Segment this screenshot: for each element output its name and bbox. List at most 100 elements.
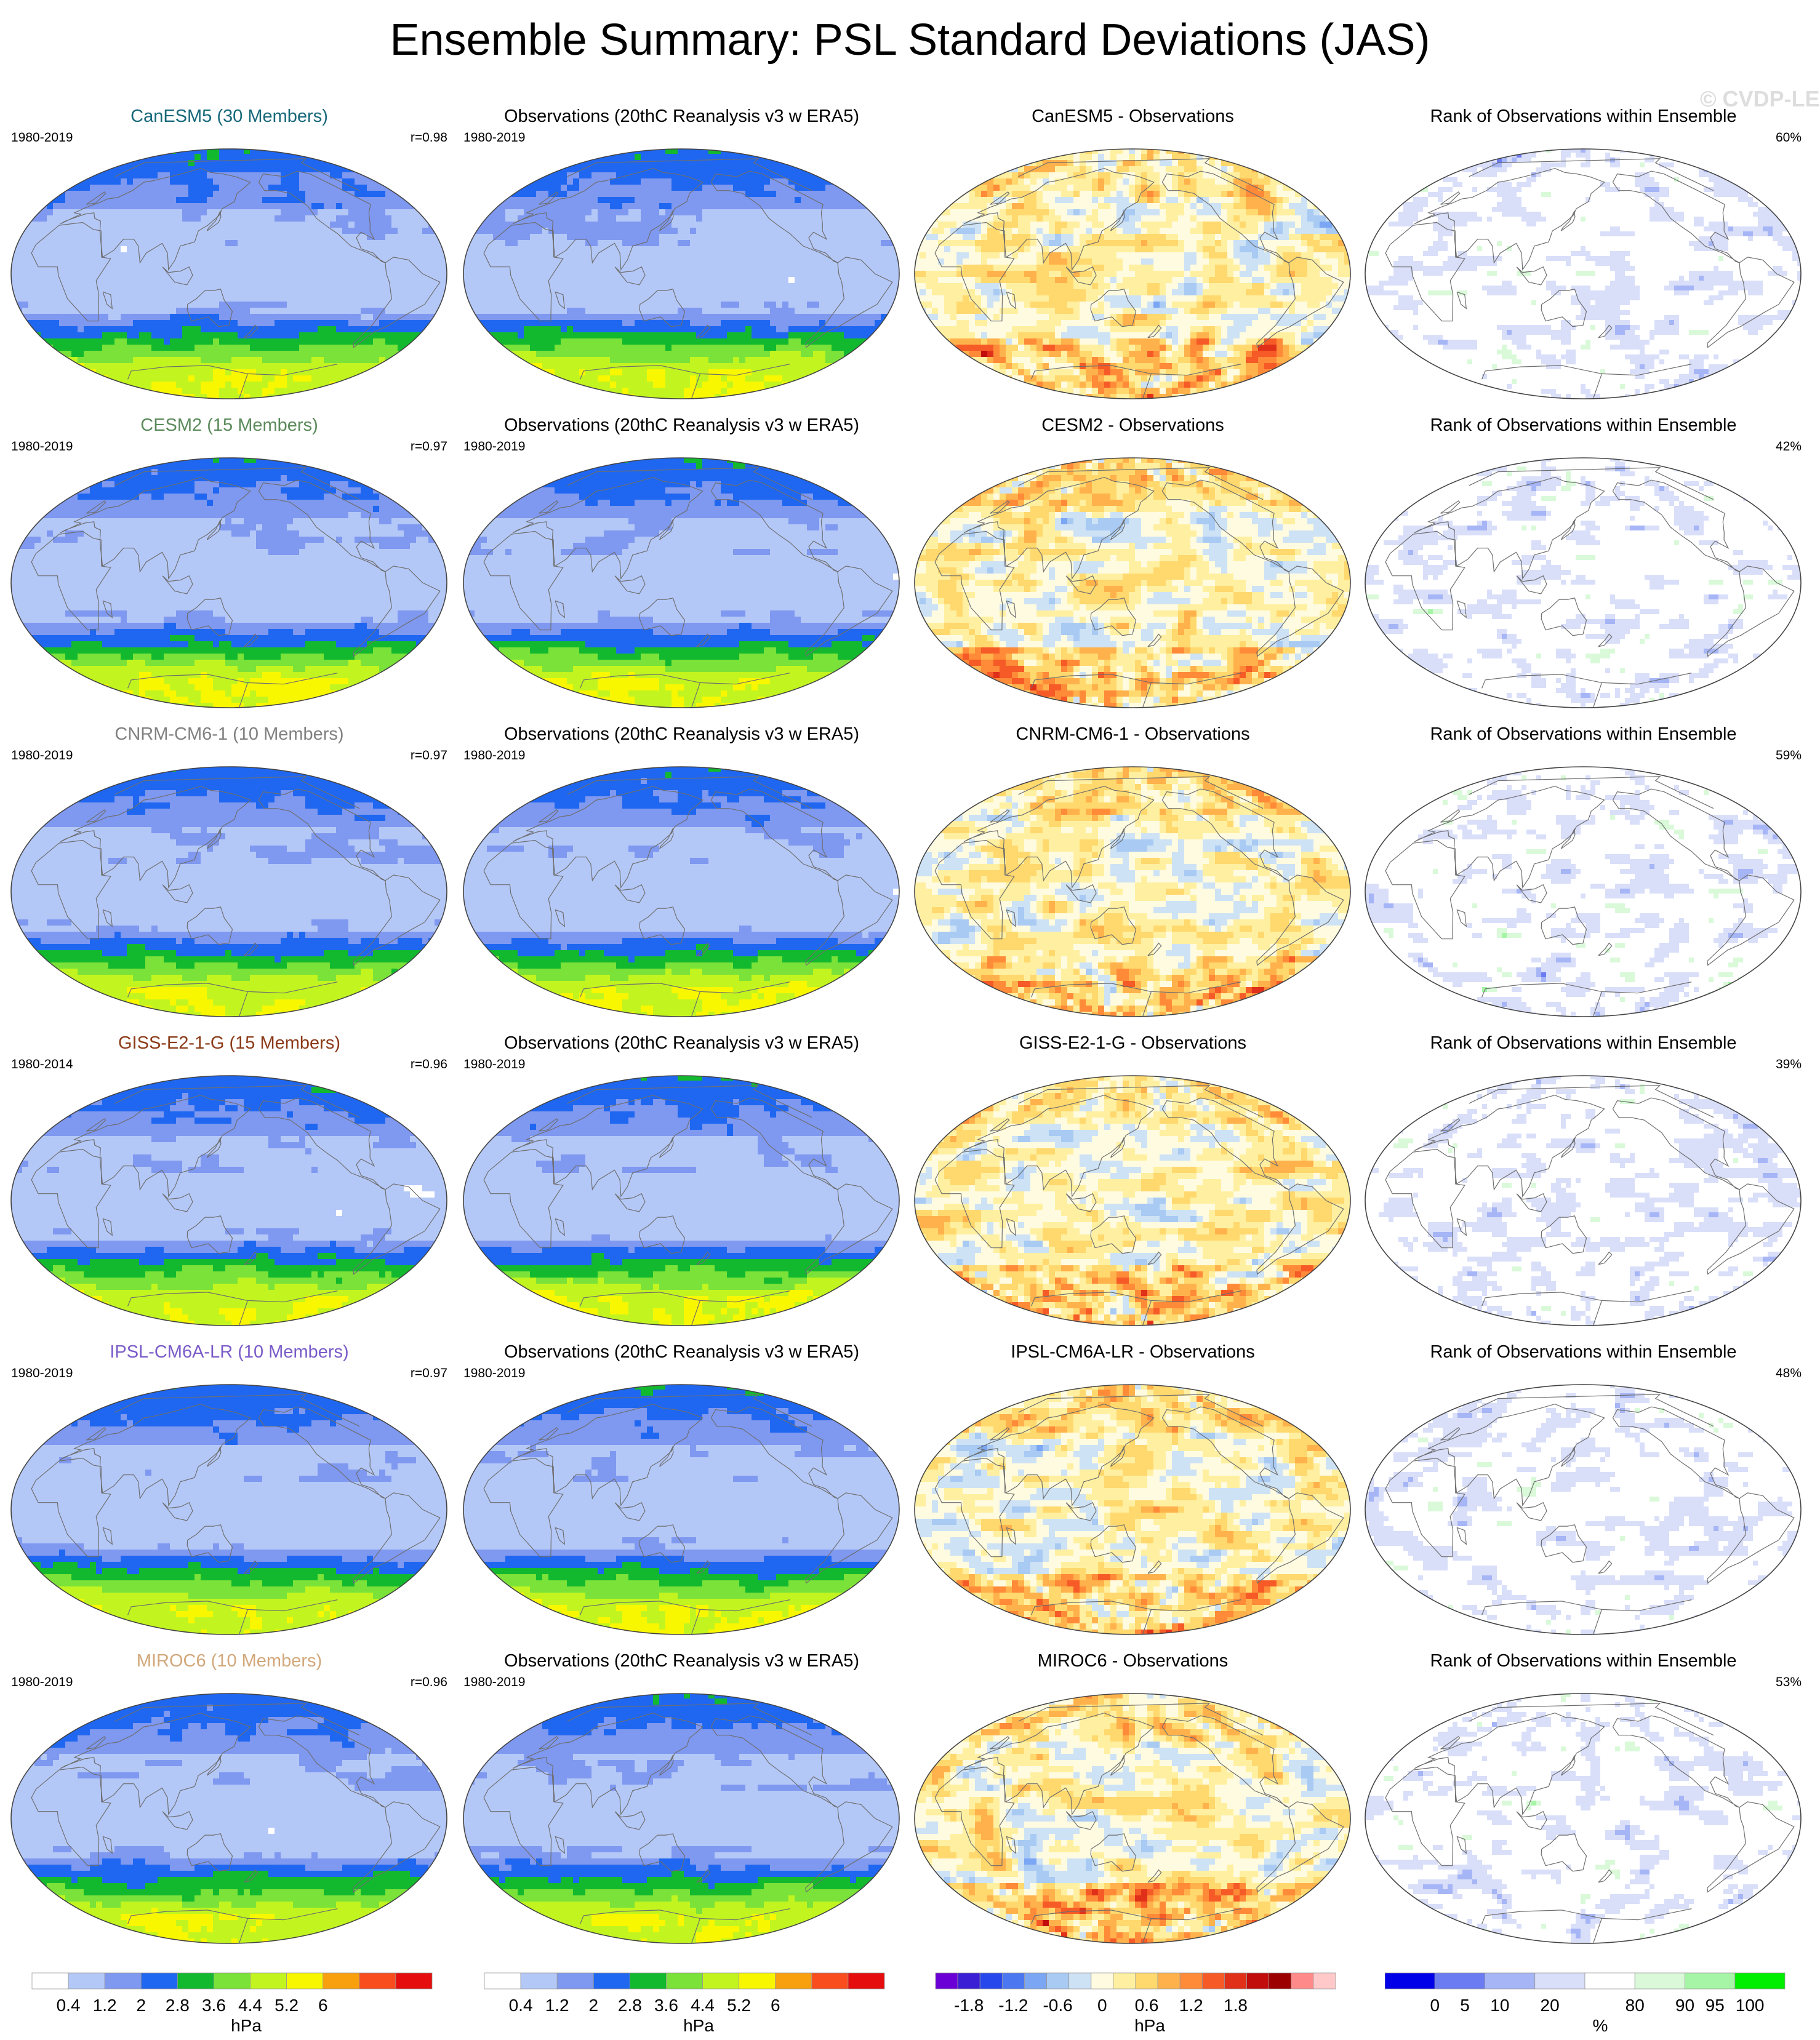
colorbar-swatch bbox=[1585, 1973, 1635, 1989]
panel-period: 1980-2019 bbox=[11, 1366, 73, 1381]
colorbar-swatch bbox=[484, 1973, 521, 1989]
panel-period: 1980-2014 bbox=[11, 1057, 73, 1072]
panel-title: MIROC6 - Observations bbox=[910, 1650, 1356, 1671]
colorbar-tick: 10 bbox=[1490, 1996, 1509, 2015]
panel-title: Observations (20thC Reanalysis v3 w ERA5… bbox=[459, 415, 905, 436]
colorbar-swatch bbox=[1269, 1973, 1291, 1989]
colorbar-swatch bbox=[1136, 1973, 1158, 1989]
panel-title: Observations (20thC Reanalysis v3 w ERA5… bbox=[459, 1342, 905, 1362]
pattern-correlation: r=0.97 bbox=[411, 1366, 447, 1381]
colorbar-tick: 90 bbox=[1675, 1996, 1694, 2015]
panel-title: GISS-E2-1-G - Observations bbox=[910, 1033, 1356, 1054]
map-std bbox=[10, 148, 448, 400]
map-obs bbox=[462, 1692, 900, 1945]
colorbar-difference: -1.8 -1.2 -0.6 0 0.6 1.2 1.8 hPa bbox=[934, 1968, 1365, 2040]
colorbar-tick: 5 bbox=[1460, 1996, 1470, 2015]
map-panel-rank: Rank of Observations within Ensemble 42% bbox=[1360, 401, 1806, 709]
panel-title: GISS-E2-1-G (15 Members) bbox=[6, 1033, 452, 1054]
map-panel-obs: Observations (20thC Reanalysis v3 w ERA5… bbox=[459, 1637, 905, 1945]
colorbar-swatch bbox=[105, 1973, 141, 1989]
map-diff bbox=[913, 1692, 1352, 1945]
map-diff bbox=[913, 766, 1352, 1018]
panel-period: 1980-2019 bbox=[463, 439, 525, 454]
colorbar-swatch bbox=[1024, 1973, 1046, 1989]
colorbar-swatch bbox=[323, 1973, 359, 1989]
colorbar-swatch bbox=[32, 1973, 68, 1989]
map-panel-std: IPSL-CM6A-LR (10 Members) 1980-2019 r=0.97 bbox=[6, 1328, 452, 1636]
map-panel-std: MIROC6 (10 Members) 1980-2019 r=0.96 bbox=[6, 1637, 452, 1945]
colorbar-swatch bbox=[1224, 1973, 1246, 1989]
rank-percent: 60% bbox=[1776, 130, 1802, 145]
colorbar-tick: -1.8 bbox=[954, 1996, 984, 2015]
colorbar-swatch bbox=[1202, 1973, 1224, 1989]
panel-title: IPSL-CM6A-LR (10 Members) bbox=[6, 1342, 452, 1362]
colorbar-tick: 6 bbox=[771, 1996, 780, 2015]
map-panel-diff: GISS-E2-1-G - Observations bbox=[910, 1019, 1356, 1327]
colorbar-tick: 1.2 bbox=[545, 1996, 569, 2015]
colorbar-tick: 0 bbox=[1097, 1996, 1107, 2015]
map-panel-std: CanESM5 (30 Members) 1980-2019 r=0.98 bbox=[6, 92, 452, 400]
panel-period: 1980-2019 bbox=[463, 130, 525, 145]
panel-period: 1980-2019 bbox=[11, 1675, 73, 1690]
rank-percent: 53% bbox=[1776, 1675, 1802, 1690]
colorbar-swatch bbox=[1113, 1973, 1136, 1989]
pattern-correlation: r=0.98 bbox=[411, 130, 447, 145]
panel-title: CESM2 - Observations bbox=[910, 415, 1356, 436]
colorbar-units: % bbox=[1385, 2016, 1816, 2036]
colorbar-tick: -1.2 bbox=[998, 1996, 1028, 2015]
panel-period: 1980-2019 bbox=[11, 748, 73, 763]
colorbar-tick: 80 bbox=[1626, 1996, 1645, 2015]
colorbar-tick: 2 bbox=[136, 1996, 146, 2015]
map-std bbox=[10, 766, 448, 1018]
map-panel-diff: CNRM-CM6-1 - Observations bbox=[910, 710, 1356, 1018]
map-rank bbox=[1364, 457, 1802, 709]
panel-period: 1980-2019 bbox=[11, 439, 73, 454]
panel-title: Rank of Observations within Ensemble bbox=[1360, 1342, 1806, 1362]
pattern-correlation: r=0.96 bbox=[411, 1057, 447, 1072]
map-panel-obs: Observations (20thC Reanalysis v3 w ERA5… bbox=[459, 1328, 905, 1636]
colorbar-swatch bbox=[1069, 1973, 1091, 1989]
map-panel-rank: Rank of Observations within Ensemble 59% bbox=[1360, 710, 1806, 1018]
colorbar-std-model: 0.4 1.2 2 2.8 3.6 4.4 5.2 6 hPa bbox=[31, 1968, 462, 2040]
colorbar-tick: 0.4 bbox=[57, 1996, 81, 2015]
map-diff bbox=[913, 1383, 1352, 1636]
colorbar-tick: 1.2 bbox=[93, 1996, 117, 2015]
panel-title: Observations (20thC Reanalysis v3 w ERA5… bbox=[459, 106, 905, 127]
colorbar-units: hPa bbox=[483, 2016, 914, 2036]
panel-title: CESM2 (15 Members) bbox=[6, 415, 452, 436]
map-panel-diff: MIROC6 - Observations bbox=[910, 1637, 1356, 1945]
panel-title: CanESM5 - Observations bbox=[910, 106, 1356, 127]
panel-period: 1980-2019 bbox=[11, 130, 73, 145]
pattern-correlation: r=0.97 bbox=[411, 439, 447, 454]
colorbar-swatch bbox=[980, 1973, 1002, 1989]
map-obs bbox=[462, 1074, 900, 1327]
map-rank bbox=[1364, 1692, 1802, 1945]
map-panel-diff: CESM2 - Observations bbox=[910, 401, 1356, 709]
colorbar-swatches: -1.8 -1.2 -0.6 0 0.6 1.2 1.8 bbox=[934, 1968, 1365, 2017]
colorbar-tick: 0.6 bbox=[1135, 1996, 1159, 2015]
rank-percent: 59% bbox=[1776, 748, 1802, 763]
colorbar-rank: 0 5 10 20 80 90 95 100 % bbox=[1385, 1968, 1816, 2040]
colorbar-swatch bbox=[958, 1973, 980, 1989]
colorbar-tick: 4.4 bbox=[238, 1996, 262, 2015]
map-panel-std: GISS-E2-1-G (15 Members) 1980-2014 r=0.96 bbox=[6, 1019, 452, 1327]
colorbar-tick: 100 bbox=[1736, 1996, 1765, 2015]
colorbar-swatch bbox=[666, 1973, 702, 1989]
pattern-correlation: r=0.96 bbox=[411, 1675, 447, 1690]
panel-period: 1980-2019 bbox=[463, 1366, 525, 1381]
colorbar-swatch bbox=[1158, 1973, 1180, 1989]
figure-title: Ensemble Summary: PSL Standard Deviation… bbox=[0, 12, 1820, 68]
panel-title: Rank of Observations within Ensemble bbox=[1360, 724, 1806, 745]
map-std bbox=[10, 1074, 448, 1327]
colorbar-units: hPa bbox=[934, 2016, 1365, 2036]
colorbar-swatch bbox=[214, 1973, 250, 1989]
map-panel-rank: Rank of Observations within Ensemble 39% bbox=[1360, 1019, 1806, 1327]
colorbar-swatch bbox=[848, 1973, 884, 1989]
colorbar-tick: 1.8 bbox=[1224, 1996, 1248, 2015]
colorbar-tick: 20 bbox=[1541, 1996, 1560, 2015]
colorbar-swatch bbox=[1735, 1973, 1785, 1989]
map-rank bbox=[1364, 1074, 1802, 1327]
colorbar-swatch bbox=[776, 1973, 812, 1989]
colorbar-swatch bbox=[1635, 1973, 1685, 1989]
map-obs bbox=[462, 766, 900, 1018]
